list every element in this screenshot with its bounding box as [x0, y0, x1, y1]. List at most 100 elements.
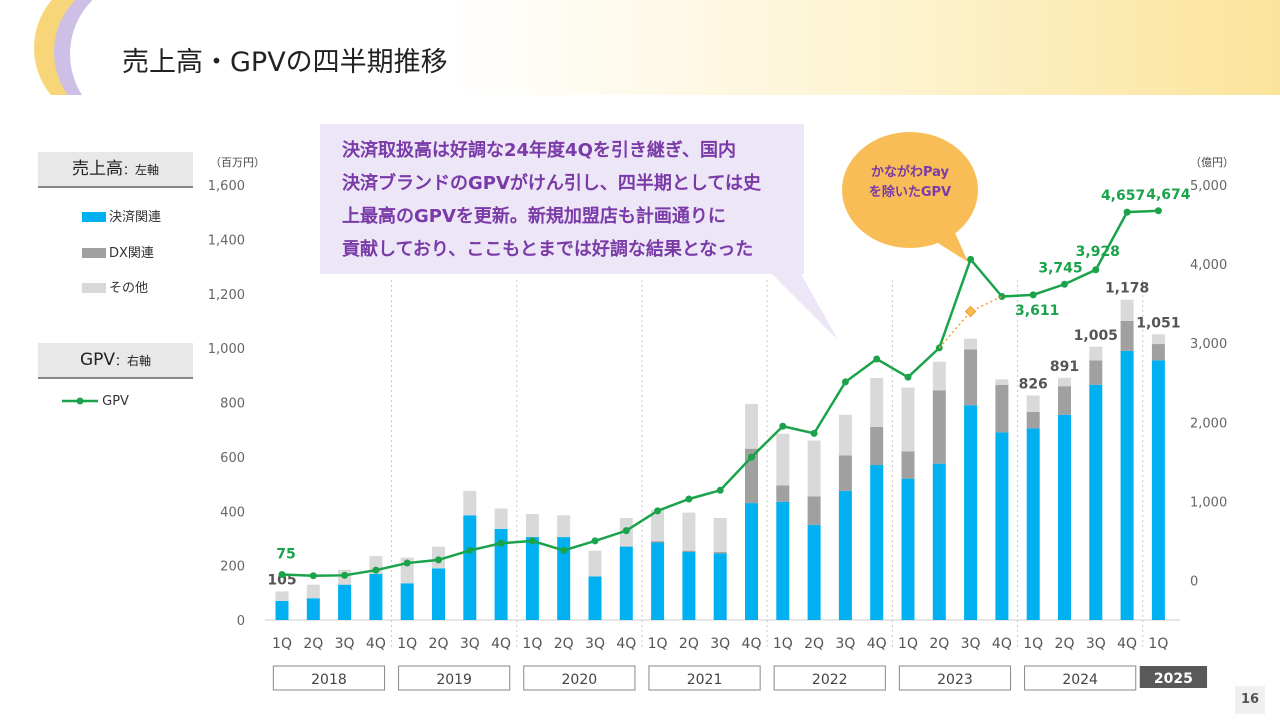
legend-swatch-payment: [82, 212, 106, 222]
quarter-label: 1Q: [1023, 636, 1043, 652]
quarter-label: 2Q: [929, 636, 949, 652]
bar-payment: [275, 600, 289, 620]
bar-other: [964, 338, 978, 350]
quarter-label: 2Q: [1055, 636, 1075, 652]
quarter-label: 1Q: [272, 636, 292, 652]
right-axis-tick: 2,000: [1190, 416, 1227, 431]
right-axis-unit: （億円）: [1190, 156, 1234, 169]
year-box: [1024, 665, 1137, 691]
bar-other: [525, 513, 539, 538]
page-number: 16: [1235, 686, 1265, 714]
bar-dx: [901, 451, 915, 479]
gpv-point: [716, 486, 724, 494]
gpv-value-label: 3,611: [1015, 303, 1059, 319]
quarter-label: 4Q: [992, 636, 1012, 652]
gpv-point: [685, 495, 693, 503]
gpv-point: [1154, 207, 1162, 215]
gpv-note-text: かながわPay を除いたGPV: [842, 163, 978, 203]
year-label: 2019: [436, 672, 472, 688]
gpv-point: [1061, 280, 1068, 288]
bar-payment: [776, 501, 790, 620]
year-box: [898, 665, 1012, 691]
year-label: 2023: [937, 672, 973, 688]
decorative-arcs: [34, 0, 130, 95]
left-axis-tick: 800: [220, 397, 245, 412]
bar-dx: [682, 550, 696, 553]
gpv-value-label: 75: [276, 547, 295, 563]
legend-label-dx: DX関連: [109, 246, 154, 261]
bar-other: [494, 508, 508, 529]
left-axis-tick: 200: [220, 560, 245, 575]
quarter-label: 1Q: [773, 636, 793, 652]
quarter-label: 1Q: [898, 636, 918, 652]
comment-line-3: 上最高のGPVを更新。新規加盟店も計画通りに: [342, 206, 726, 227]
bar-other: [463, 490, 477, 516]
quarter-label: 2Q: [554, 636, 574, 652]
bar-payment: [1151, 360, 1165, 620]
legend-label-other: その他: [109, 281, 149, 296]
gpv-value-label: 4,657: [1101, 188, 1145, 204]
bar-payment: [1120, 350, 1134, 620]
quarter-label: 2Q: [429, 636, 449, 652]
year-box: [398, 665, 511, 691]
bar-payment: [651, 542, 665, 620]
gpv-point: [560, 546, 568, 554]
bar-payment: [463, 515, 477, 620]
legend-item-dx: DX関連: [82, 242, 154, 261]
legend-swatch-other: [82, 283, 106, 293]
sales-legend-box: 売上高：左軸: [38, 152, 193, 188]
year-label: 2018: [311, 672, 347, 688]
bar-dx: [1120, 320, 1134, 351]
bar-total-label: 105: [267, 572, 296, 588]
year-label: 2020: [562, 672, 598, 688]
bar-other: [1026, 395, 1040, 413]
legend-label-payment: 決済関連: [109, 210, 162, 225]
comment-callout: [320, 124, 804, 274]
gpv-point: [309, 572, 317, 580]
bar-dx: [870, 426, 884, 466]
header-band: 売上高・GPVの四半期推移: [0, 0, 1280, 95]
bar-other: [1089, 346, 1103, 361]
gpv-legend-box: GPV：右軸: [38, 343, 193, 379]
quarter-label: 2Q: [679, 636, 699, 652]
gpv-point: [967, 255, 975, 263]
bar-other: [557, 515, 571, 538]
year-label: 2022: [812, 672, 848, 688]
quarter-label: 3Q: [961, 636, 981, 652]
gpv-excl-point: [964, 305, 977, 318]
bar-payment: [964, 405, 978, 620]
quarter-label: 4Q: [366, 636, 386, 652]
gpv-point: [1123, 208, 1131, 216]
bar-payment: [494, 528, 508, 620]
gpv-point: [622, 527, 630, 535]
bar-dx: [1089, 360, 1103, 385]
gpv-point: [873, 355, 881, 363]
year-label: 2025: [1154, 671, 1193, 687]
bar-other: [776, 433, 790, 486]
bar-other: [588, 550, 602, 577]
bar-dx: [651, 541, 665, 543]
left-axis-tick: 600: [220, 451, 245, 466]
gpv-note-circle: [842, 132, 978, 248]
gpv-excl-line: [938, 295, 1003, 349]
gpv-point: [497, 539, 505, 547]
page-title: 売上高・GPVの四半期推移: [122, 47, 448, 78]
gpv-point: [779, 422, 787, 430]
gpv-point: [403, 559, 411, 567]
bar-payment: [400, 583, 414, 620]
gpv-point: [341, 571, 349, 579]
bar-dx: [776, 485, 790, 502]
bar-payment: [588, 576, 602, 620]
quarter-label: 4Q: [742, 636, 762, 652]
bar-payment: [870, 465, 884, 620]
bar-dx: [838, 455, 852, 491]
bar-dx: [1026, 412, 1040, 429]
quarter-label: 1Q: [1148, 636, 1168, 652]
left-axis-unit: （百万円）: [210, 156, 265, 169]
gpv-point: [654, 507, 662, 515]
left-axis-tick: 1,400: [208, 233, 245, 248]
quarter-label: 3Q: [1086, 636, 1106, 652]
bar-payment: [557, 537, 571, 620]
year-box: [773, 665, 886, 691]
right-axis-tick: 4,000: [1190, 258, 1227, 273]
